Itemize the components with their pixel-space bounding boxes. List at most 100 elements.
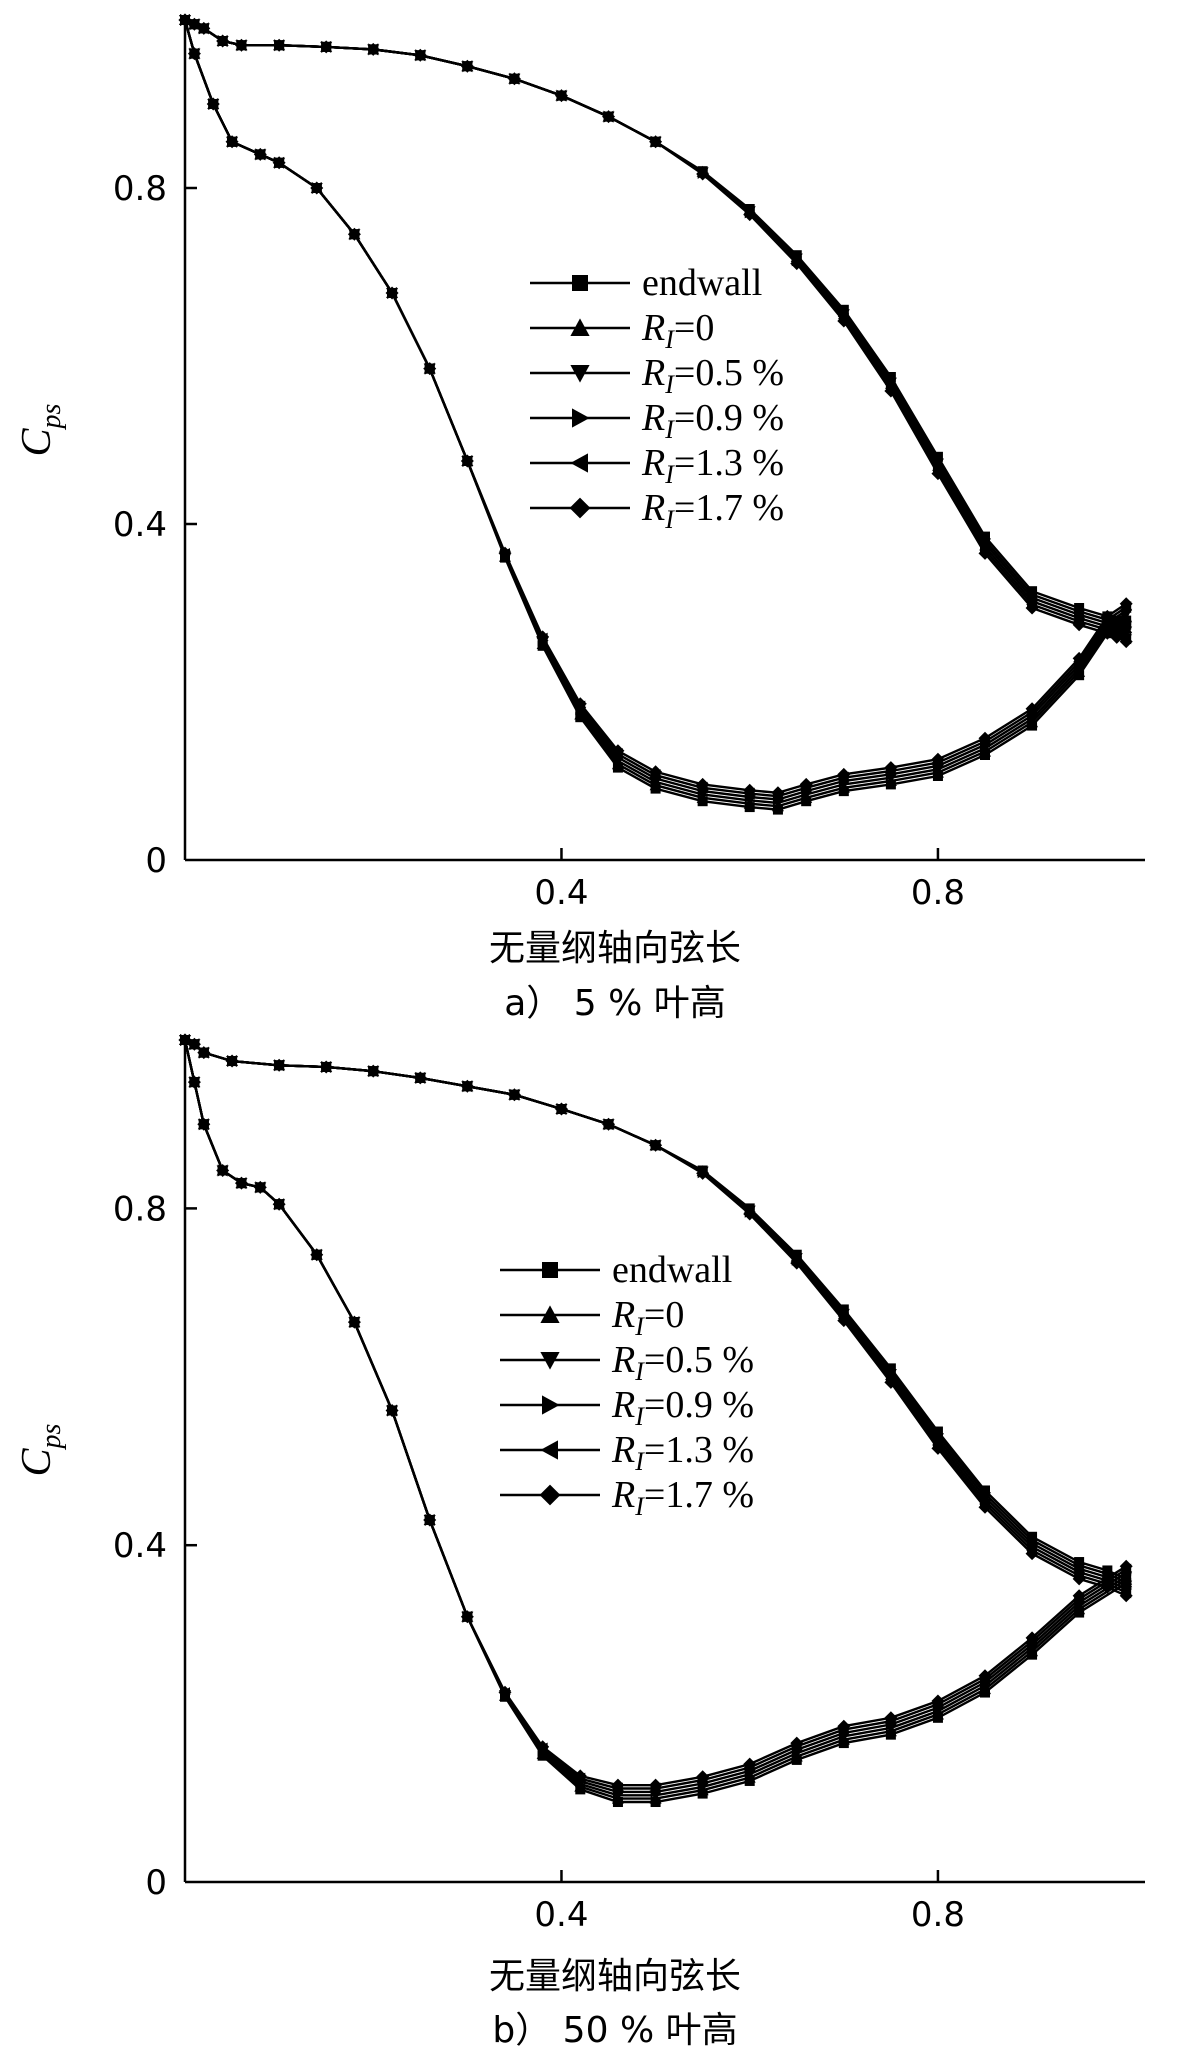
data-point (1025, 1631, 1039, 1645)
data-point (1119, 597, 1133, 611)
legend-entry: RI=0 (500, 1294, 684, 1341)
y-tick-label: 0.4 (113, 505, 167, 545)
data-point (978, 546, 992, 560)
data-point (225, 135, 239, 149)
x-tick-label: 0.4 (534, 873, 588, 913)
data-point (837, 314, 851, 328)
data-point (234, 1176, 248, 1190)
data-point (931, 1694, 945, 1708)
legend-entry: RI=0.9 % (530, 397, 784, 444)
data-point (649, 1778, 663, 1792)
legend-marker (539, 1484, 561, 1506)
data-point (413, 48, 427, 62)
data-point (649, 135, 663, 149)
data-point (573, 1769, 587, 1783)
data-point (837, 767, 851, 781)
y-axis-title: Cps (14, 1423, 67, 1476)
legend-label: RI=0.5 % (641, 352, 784, 399)
data-point (1072, 1572, 1086, 1586)
y-tick-label: 0.4 (113, 1526, 167, 1566)
data-point (460, 454, 474, 468)
legend-marker (542, 1262, 558, 1278)
data-point (611, 744, 625, 758)
data-point (837, 1719, 851, 1733)
data-point (790, 257, 804, 271)
data-point (1100, 1580, 1114, 1594)
data-point (1072, 618, 1086, 632)
data-point (884, 1375, 898, 1389)
data-point (1072, 651, 1086, 665)
data-point (649, 1138, 663, 1152)
legend-marker (569, 497, 591, 519)
legend-label: RI=1.3 % (611, 1429, 754, 1476)
series-5 (178, 1033, 1133, 1792)
data-point (216, 1164, 230, 1178)
data-point (385, 286, 399, 300)
data-point (931, 752, 945, 766)
data-point (771, 786, 785, 800)
data-point (743, 208, 757, 222)
data-point (799, 777, 813, 791)
data-point (272, 1058, 286, 1072)
data-point (1072, 1589, 1086, 1603)
legend-label: RI=0.9 % (611, 1384, 754, 1431)
data-point (507, 1088, 521, 1102)
x-axis-title: 无量纲轴向弦长 (489, 928, 741, 969)
legend-label: RI=1.7 % (611, 1474, 754, 1521)
data-point (385, 1403, 399, 1417)
legend-marker (570, 453, 588, 473)
data-point (573, 697, 587, 711)
data-point (310, 1248, 324, 1262)
data-point (1119, 1589, 1133, 1603)
data-point (790, 1256, 804, 1270)
data-point (272, 38, 286, 52)
series-line (183, 18, 1128, 795)
legend-entry: RI=0.5 % (500, 1339, 754, 1386)
data-point (310, 181, 324, 195)
data-point (978, 731, 992, 745)
data-point (1119, 1559, 1133, 1573)
data-point (413, 1071, 427, 1085)
data-point (978, 1669, 992, 1683)
chart-panel-b: 0 0.4 0.8 0.4 0.8 Cps 无量纲轴向弦长 b） 50 % 叶高 endwall… (0, 1030, 1200, 2061)
data-point (187, 1075, 201, 1089)
data-point (696, 1166, 710, 1180)
data-point (536, 1740, 550, 1754)
data-point (272, 156, 286, 170)
legend-label: endwall (612, 1249, 732, 1291)
legend-label: RI=0 (641, 307, 714, 354)
data-point (884, 1711, 898, 1725)
data-point (347, 1315, 361, 1329)
data-point (498, 546, 512, 560)
data-point (1100, 609, 1114, 623)
data-point (460, 1610, 474, 1624)
x-tick-label: 0.8 (911, 1895, 965, 1935)
legend-label: endwall (642, 262, 762, 304)
legend-marker (572, 408, 590, 428)
legend-marker (572, 275, 588, 291)
x-tick-label: 0.8 (911, 873, 965, 913)
legend-marker (542, 1395, 560, 1415)
data-point (696, 1770, 710, 1784)
legend-label: RI=1.3 % (641, 442, 784, 489)
data-point (253, 147, 267, 161)
legend-label: RI=0.5 % (611, 1339, 754, 1386)
legend-marker (540, 1352, 560, 1370)
legend-marker (540, 1305, 560, 1323)
data-point (366, 1064, 380, 1078)
data-point (611, 1778, 625, 1792)
data-point (602, 1117, 616, 1131)
x-axis-title: 无量纲轴向弦长 (489, 1956, 741, 1997)
panel-caption: a） 5 % 叶高 (504, 983, 726, 1024)
data-point (554, 1102, 568, 1116)
legend-marker (570, 318, 590, 336)
y-tick-label: 0.8 (113, 1189, 167, 1229)
data-point (234, 38, 248, 52)
legend-label: RI=0.9 % (641, 397, 784, 444)
data-point (602, 110, 616, 124)
data-point (837, 1314, 851, 1328)
data-point (498, 1685, 512, 1699)
data-point (743, 783, 757, 797)
data-point (649, 765, 663, 779)
